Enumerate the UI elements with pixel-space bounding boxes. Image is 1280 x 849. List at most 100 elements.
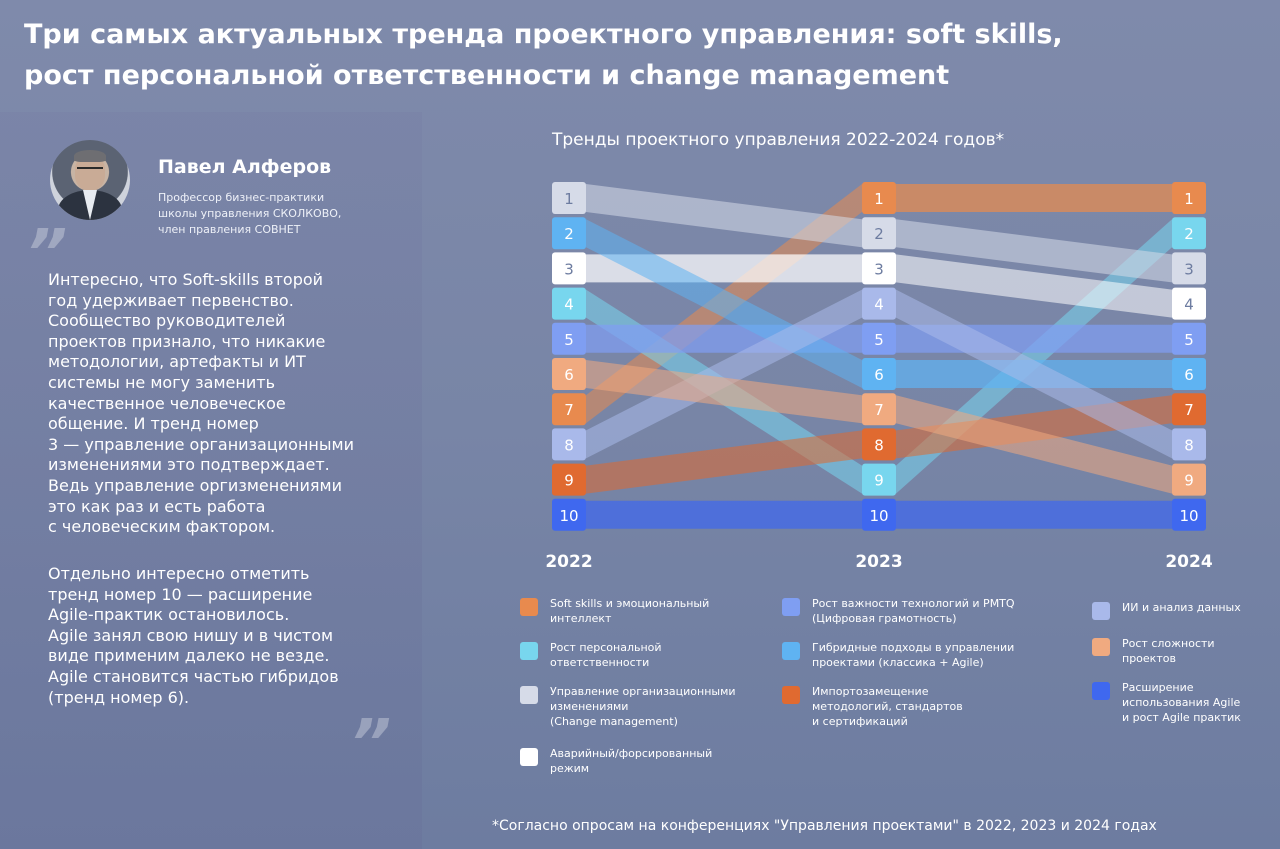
year-label: 2024	[1165, 552, 1212, 572]
rank-label: 6	[874, 366, 884, 384]
legend-swatch	[1092, 602, 1110, 620]
quote-open-icon: ”	[26, 217, 68, 291]
flow-ribbon	[896, 219, 1172, 283]
legend-label: ИИ и анализ данных	[1122, 601, 1241, 614]
rank-label: 3	[874, 260, 884, 278]
rank-label: 2	[1184, 225, 1194, 243]
author-role: Профессор бизнес-практики школы управлен…	[158, 191, 342, 236]
flow-ribbon	[586, 430, 862, 494]
rank-box: 10	[862, 498, 896, 531]
rank-box: 4	[862, 287, 896, 320]
flow-ribbon	[586, 360, 862, 424]
rank-label: 3	[1184, 260, 1194, 278]
flow-ribbon	[896, 395, 1172, 494]
legend-swatch	[520, 748, 538, 766]
quote-paragraph-2: Отдельно интересно отметить тренд номер …	[48, 564, 339, 707]
legend-label: Управление организационными изменениями …	[550, 685, 736, 728]
quote-panel	[0, 112, 422, 849]
chart-title: Тренды проектного управления 2022-2024 г…	[552, 130, 1005, 150]
flow-ribbon	[896, 184, 1172, 212]
rank-box: 1	[862, 182, 896, 214]
legend-item: Управление организационными изменениями …	[520, 684, 736, 729]
page-title: Три самых актуальных тренда проектного у…	[24, 19, 1063, 91]
legend-label: Импортозамещение методологий, стандартов…	[812, 685, 963, 728]
legend-item: Рост сложности проектов	[1092, 636, 1215, 666]
legend-swatch	[782, 686, 800, 704]
rank-box: 7	[862, 393, 896, 426]
rank-label: 10	[559, 507, 578, 525]
rank-box: 8	[552, 428, 586, 461]
rank-label: 7	[874, 401, 884, 419]
legend-swatch	[782, 642, 800, 660]
rank-label: 1	[874, 190, 884, 208]
rank-box: 3	[1172, 252, 1206, 285]
rank-box: 10	[552, 498, 586, 531]
rank-box: 4	[1172, 287, 1206, 320]
rank-box: 5	[552, 322, 586, 355]
legend-label: Рост сложности проектов	[1122, 637, 1215, 665]
rank-flow-chart: 7 1 1 4 9 2 1 2 3 3 3 4 5 5 5 2 6 6 9 8 7 8 4 8 6 7 9 10 10 10 2022 202…	[545, 182, 1213, 572]
rank-box: 2	[1172, 217, 1206, 250]
rank-label: 5	[1184, 331, 1194, 349]
chart-legend: Soft skills и эмоциональный интеллект Рос…	[520, 596, 1270, 796]
legend-label: Soft skills и эмоциональный интеллект	[550, 597, 710, 625]
legend-label: Расширение использования Agile и рост Ag…	[1122, 681, 1241, 724]
flow-ribbon	[896, 500, 1172, 529]
rank-box: 2	[862, 217, 896, 250]
rank-label: 10	[1179, 507, 1198, 525]
rank-box: 2	[552, 217, 586, 250]
legend-swatch	[520, 686, 538, 704]
rank-label: 1	[1184, 190, 1194, 208]
rank-box: 3	[552, 252, 586, 285]
rank-box: 1	[552, 182, 586, 214]
rank-label: 4	[874, 296, 884, 314]
rank-label: 6	[1184, 366, 1194, 384]
rank-label: 4	[1184, 296, 1194, 314]
rank-label: 8	[874, 436, 884, 454]
flow-ribbon	[896, 254, 1172, 318]
flow-ribbon	[896, 289, 1172, 459]
rank-box: 1	[1172, 182, 1206, 214]
rank-label: 6	[564, 366, 574, 384]
rank-box: 9	[862, 463, 896, 496]
author-name: Павел Алферов	[158, 156, 332, 178]
avatar	[50, 140, 130, 220]
flow-ribbon	[586, 500, 862, 529]
rank-box: 5	[1172, 322, 1206, 355]
rank-box: 9	[1172, 463, 1206, 496]
rank-box: 3	[862, 252, 896, 285]
legend-label: Гибридные подходы в управлении проектами…	[812, 641, 1015, 669]
rank-label: 3	[564, 260, 574, 278]
rank-box: 8	[1172, 428, 1206, 461]
rank-label: 7	[1184, 401, 1194, 419]
rank-label: 10	[869, 507, 888, 525]
legend-item: Расширение использования Agile и рост Ag…	[1092, 680, 1241, 725]
quote-paragraph-1: Интересно, что Soft-skills второй год уд…	[48, 270, 354, 537]
rank-box: 9	[552, 463, 586, 496]
legend-swatch	[782, 598, 800, 616]
flow-ribbon	[586, 289, 862, 459]
rank-box: 7	[1172, 393, 1206, 426]
flow-ribbon	[586, 184, 862, 248]
quote-close-icon: ”	[350, 707, 392, 781]
rank-label: 2	[874, 225, 884, 243]
rank-box: 6	[1172, 358, 1206, 390]
rank-box: 6	[552, 358, 586, 390]
rank-label: 9	[874, 472, 884, 490]
rank-label: 8	[1184, 436, 1194, 454]
rank-box: 6	[862, 358, 896, 390]
year-label: 2023	[855, 552, 902, 572]
rank-label: 8	[564, 436, 574, 454]
rank-label: 9	[564, 472, 574, 490]
legend-label: Рост персональной ответственности	[550, 641, 662, 669]
rank-label: 1	[564, 190, 574, 208]
rank-box: 5	[862, 322, 896, 355]
legend-swatch	[520, 598, 538, 616]
legend-item: Soft skills и эмоциональный интеллект	[520, 596, 709, 626]
legend-swatch	[1092, 638, 1110, 656]
legend-item: ИИ и анализ данных	[1092, 600, 1241, 620]
legend-item: Рост важности технологий и PMTQ (Цифрова…	[782, 596, 1015, 626]
legend-item: Гибридные подходы в управлении проектами…	[782, 640, 1014, 670]
legend-item: Импортозамещение методологий, стандартов…	[782, 684, 963, 729]
rank-label: 2	[564, 225, 574, 243]
